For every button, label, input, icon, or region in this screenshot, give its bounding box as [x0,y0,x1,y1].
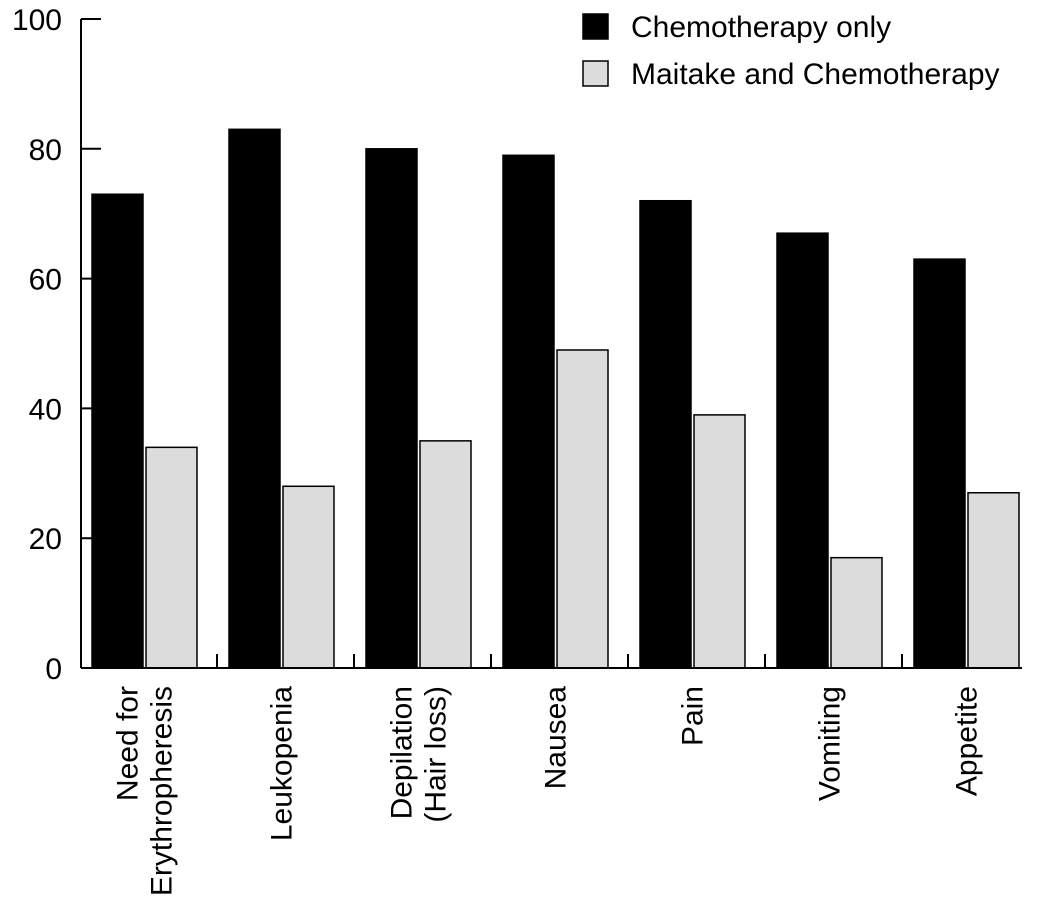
bar-maitake-and-chemotherapy-3 [556,349,609,669]
bar-maitake-and-chemotherapy-4 [693,414,746,669]
bar-maitake-and-chemotherapy-2 [419,440,472,669]
y-tick-label: 0 [45,653,62,686]
x-category-label: Nausea [540,686,573,790]
x-category-label: Need for [112,686,145,801]
bar-chemotherapy-only-3 [502,154,555,669]
x-category-label: Appetite [951,686,984,796]
legend-swatch-chemotherapy-only [582,13,609,40]
x-category-label: (Hair loss) [420,686,453,823]
bar-maitake-and-chemotherapy-6 [967,492,1020,669]
bar-maitake-and-chemotherapy-0 [145,446,198,669]
bar-chemotherapy-only-4 [639,199,692,669]
y-tick-label: 100 [12,4,62,37]
bar-maitake-and-chemotherapy-5 [830,556,883,669]
legend-label: Chemotherapy only [631,11,891,44]
y-tick-label: 80 [29,134,62,167]
y-tick-label: 60 [29,264,62,297]
bar-maitake-and-chemotherapy-1 [282,485,335,669]
x-category-label: Leukopenia [266,686,299,841]
x-category-label: Erythropheresis [146,686,179,896]
bar-chemotherapy-only-5 [776,232,829,669]
bar-chemotherapy-only-1 [228,128,281,669]
legend-swatch-maitake-and-chemotherapy [582,60,609,87]
x-category-label: Pain [677,686,710,746]
y-tick-label: 40 [29,393,62,426]
x-category-label: Depilation [386,686,419,819]
bar-chemotherapy-only-0 [91,193,144,669]
bar-chemotherapy-only-6 [913,258,966,669]
y-tick-label: 20 [29,523,62,556]
x-category-label: Vomiting [814,686,847,801]
bar-chemotherapy-only-2 [365,148,418,669]
legend-label: Maitake and Chemotherapy [631,58,1000,91]
